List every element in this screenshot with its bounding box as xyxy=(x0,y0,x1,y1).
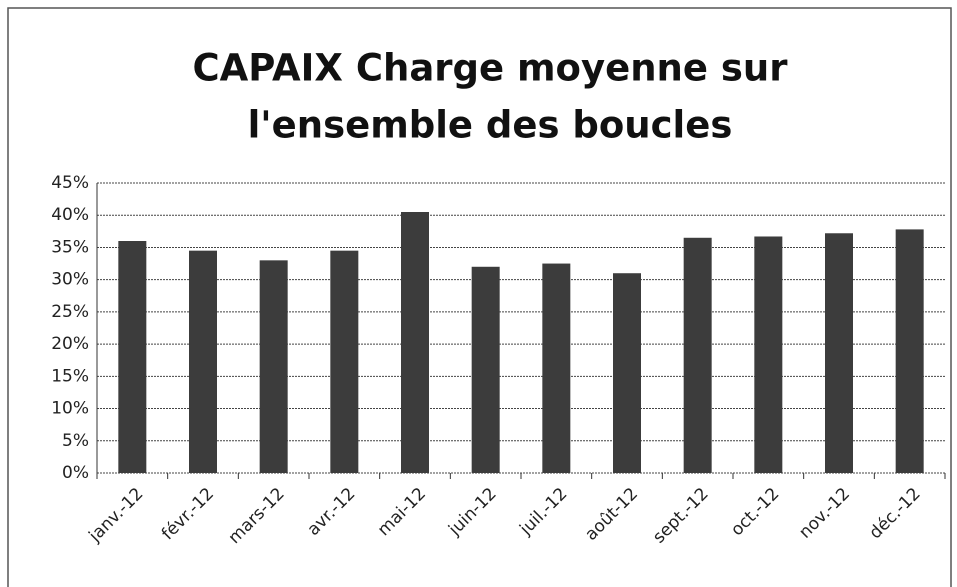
x-tick-label: févr.-12 xyxy=(158,484,218,544)
chart-frame xyxy=(7,7,952,587)
x-tick-label: nov.-12 xyxy=(795,484,854,543)
x-tick-label: janv.-12 xyxy=(85,484,148,547)
y-tick-label: 15% xyxy=(51,366,89,386)
bar xyxy=(189,250,217,473)
bar xyxy=(895,229,924,473)
x-tick-label: mai-12 xyxy=(374,484,430,540)
bar xyxy=(754,236,783,473)
y-tick-label: 20% xyxy=(51,334,89,354)
x-tick-label: oct.-12 xyxy=(727,484,783,540)
y-tick-label: 30% xyxy=(51,270,89,290)
bar xyxy=(401,212,429,473)
y-tick-label: 45% xyxy=(51,173,89,193)
bar xyxy=(683,237,712,473)
y-tick-label: 5% xyxy=(62,431,89,451)
y-tick-label: 10% xyxy=(51,399,89,419)
bar xyxy=(613,273,641,473)
y-tick-label: 0% xyxy=(62,463,89,483)
bar xyxy=(330,250,359,473)
y-tick-label: 35% xyxy=(51,237,89,257)
y-tick-label: 25% xyxy=(51,302,89,322)
x-tick-label: juin-12 xyxy=(444,484,500,540)
bar xyxy=(471,266,500,473)
x-tick-label: avr.-12 xyxy=(303,484,359,540)
x-tick-label: déc.-12 xyxy=(865,484,924,543)
bar xyxy=(118,241,147,473)
bar xyxy=(259,260,288,473)
bar xyxy=(825,233,853,473)
x-tick-label: mars-12 xyxy=(225,484,289,548)
x-tick-label: juil.-12 xyxy=(515,484,571,540)
chart-title: l'ensemble des boucles xyxy=(248,104,733,147)
chart-title: CAPAIX Charge moyenne sur xyxy=(193,47,789,90)
y-tick-label: 40% xyxy=(51,205,89,225)
x-tick-label: sept.-12 xyxy=(649,484,713,548)
bar xyxy=(542,263,571,473)
x-tick-label: août-12 xyxy=(581,484,642,545)
